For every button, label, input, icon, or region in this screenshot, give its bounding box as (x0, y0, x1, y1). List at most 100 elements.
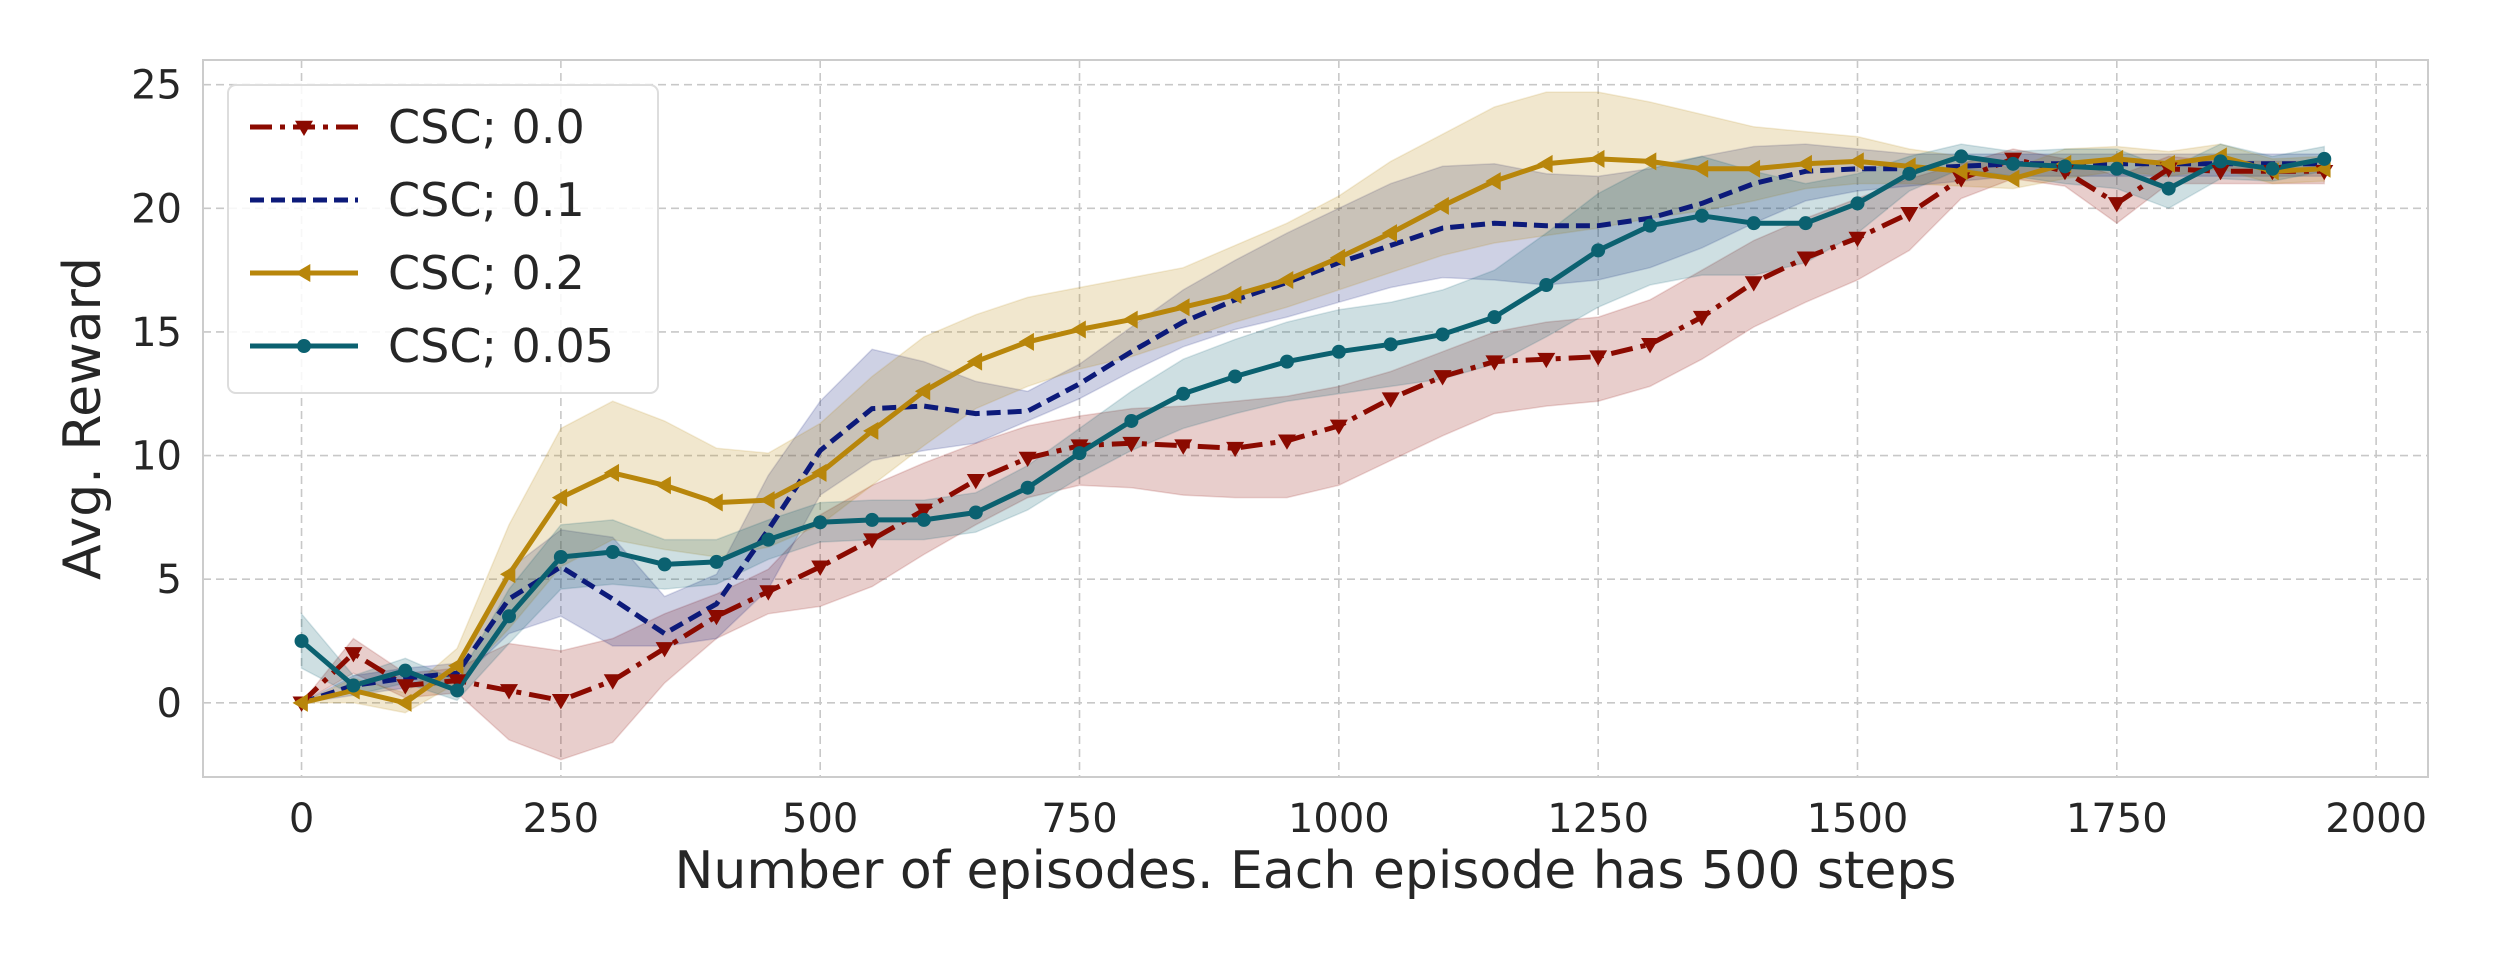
point-series-2-3 (448, 656, 464, 675)
y-tick-label-4: 20 (131, 186, 182, 232)
point-series-0-6 (603, 674, 622, 690)
x-tick-label-5: 1250 (1547, 796, 1649, 842)
x-tick-label-3: 750 (1041, 796, 1117, 842)
point-series-2-18 (1226, 285, 1242, 304)
point-series-2-24 (1537, 154, 1553, 173)
point-series-2-15 (1070, 320, 1086, 339)
point-series-2-9 (759, 491, 775, 510)
point-series-0-16 (1122, 436, 1141, 453)
series-markers (292, 147, 2334, 712)
point-series-3-14 (1020, 480, 1035, 495)
point-series-0-27 (1692, 310, 1711, 327)
series-lines (299, 153, 2325, 706)
point-series-2-2 (396, 693, 412, 712)
point-series-0-3 (448, 674, 467, 690)
point-series-3-1 (346, 678, 361, 693)
point-series-3-26 (1643, 218, 1658, 233)
point-series-0-5 (551, 694, 570, 710)
point-series-2-28 (1744, 159, 1761, 178)
x-tick-label-0: 0 (289, 796, 314, 842)
point-series-3-16 (1124, 413, 1139, 428)
point-series-2-7 (655, 476, 671, 495)
point-series-0-19 (1277, 434, 1296, 450)
point-series-3-10 (813, 515, 828, 530)
point-series-2-32 (1952, 162, 1968, 181)
point-series-3-34 (2057, 159, 2072, 174)
y-axis-ticks: 0 5 10 15 20 25 (131, 63, 182, 727)
point-series-3-35 (2109, 161, 2124, 176)
point-series-0-14 (1018, 451, 1037, 468)
point-series-3-17 (1176, 386, 1191, 401)
y-tick-label-3: 15 (131, 310, 182, 356)
point-series-3-11 (865, 512, 880, 527)
x-tick-label-2: 500 (782, 796, 858, 842)
line-series-1 (300, 161, 2325, 706)
point-series-0-18 (1226, 441, 1245, 458)
point-series-0-28 (1744, 276, 1763, 292)
legend-marker-0 (295, 120, 313, 136)
legend-marker-2 (295, 264, 311, 282)
legend-label-0: CSC; 0.0 (388, 100, 585, 154)
x-axis-ticks: 0 250 500 750 1000 1250 1500 1750 2000 (289, 796, 2427, 842)
point-series-3-32 (1954, 149, 1969, 164)
point-series-0-4 (500, 684, 519, 700)
point-series-2-36 (2159, 154, 2175, 173)
point-series-0-8 (707, 609, 726, 626)
point-series-2-30 (1848, 152, 1864, 171)
point-series-3-6 (605, 545, 620, 560)
x-tick-label-6: 1500 (1807, 796, 1909, 842)
point-series-3-33 (2006, 156, 2021, 171)
point-series-3-23 (1487, 310, 1502, 325)
point-series-3-15 (1072, 446, 1087, 461)
x-axis-label: Number of episodes. Each episode has 500… (674, 841, 1956, 901)
point-series-0-31 (1900, 206, 1919, 223)
point-series-3-9 (761, 532, 776, 547)
x-tick-label-7: 1750 (2066, 796, 2168, 842)
point-series-3-18 (1228, 369, 1243, 384)
point-series-2-16 (1122, 310, 1138, 329)
legend-label-3: CSC; 0.05 (388, 319, 614, 373)
legend: CSC; 0.0 CSC; 0.1 CSC; 0.2 CSC; 0.05 (227, 84, 659, 394)
point-series-0-1 (344, 647, 363, 663)
point-series-0-37 (2211, 164, 2230, 181)
point-series-2-12 (914, 382, 931, 401)
point-series-3-21 (1383, 337, 1398, 352)
point-series-2-29 (1796, 154, 1812, 173)
point-series-3-27 (1694, 208, 1709, 223)
point-series-3-3 (450, 683, 465, 698)
x-tick-label-4: 1000 (1288, 796, 1390, 842)
legend-box (227, 84, 659, 394)
y-axis-label: Avg. Reward (53, 257, 113, 580)
point-series-0-22 (1433, 370, 1452, 386)
point-series-0-10 (811, 560, 830, 576)
point-series-0-11 (863, 533, 882, 549)
point-series-0-23 (1485, 355, 1504, 371)
point-series-2-21 (1381, 224, 1398, 243)
point-series-2-13 (966, 352, 983, 371)
point-series-3-30 (1850, 196, 1865, 211)
point-series-0-24 (1537, 352, 1556, 369)
point-series-3-5 (553, 549, 568, 564)
point-series-2-17 (1174, 298, 1190, 317)
point-series-2-22 (1433, 196, 1449, 215)
point-series-2-10 (811, 463, 827, 482)
point-series-3-13 (968, 505, 983, 520)
legend-label-2: CSC; 0.2 (388, 246, 585, 300)
point-series-2-26 (1641, 152, 1657, 171)
point-series-2-20 (1329, 248, 1346, 267)
point-series-3-4 (502, 609, 517, 624)
point-series-2-14 (1018, 332, 1034, 351)
point-series-3-24 (1539, 277, 1554, 292)
point-series-0-20 (1329, 419, 1348, 435)
point-series-3-38 (2265, 161, 2280, 176)
point-series-2-23 (1485, 172, 1501, 191)
point-series-0-9 (759, 585, 778, 601)
point-series-2-33 (2004, 169, 2020, 188)
legend-marker-3 (297, 339, 311, 353)
line-series-0 (299, 156, 2325, 705)
point-series-3-25 (1591, 243, 1606, 258)
point-series-3-19 (1279, 354, 1294, 369)
point-series-0-21 (1381, 392, 1400, 408)
legend-label-1: CSC; 0.1 (388, 173, 585, 227)
